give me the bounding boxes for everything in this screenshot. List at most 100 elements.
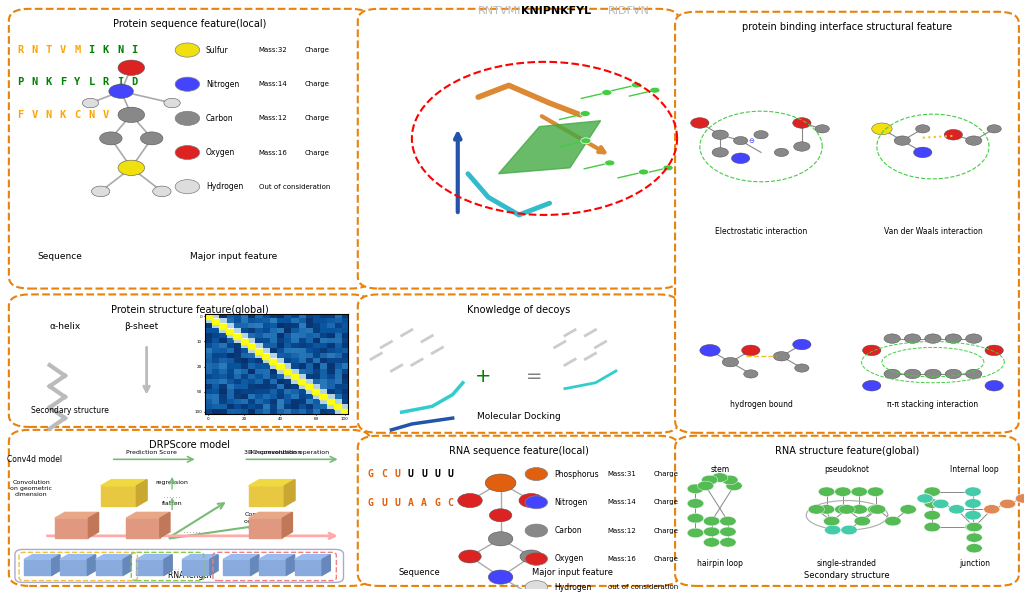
Circle shape [867, 487, 884, 497]
Text: N: N [32, 78, 38, 88]
Circle shape [726, 481, 742, 491]
Circle shape [687, 513, 703, 523]
Text: =: = [526, 368, 543, 387]
Text: Convolution
on sequence
dimension: Convolution on sequence dimension [244, 513, 284, 530]
Circle shape [924, 487, 940, 497]
Bar [276, 364, 284, 369]
Circle shape [722, 475, 738, 485]
Text: 3D representation: 3D representation [244, 450, 301, 455]
Text: π-π stacking interaction: π-π stacking interaction [888, 400, 979, 409]
Circle shape [581, 138, 591, 144]
Circle shape [966, 543, 982, 553]
Circle shape [118, 60, 144, 75]
FancyBboxPatch shape [357, 436, 679, 586]
Bar [219, 324, 226, 329]
Polygon shape [54, 518, 88, 538]
Circle shape [965, 510, 981, 520]
Text: stem: stem [711, 465, 729, 474]
Text: KNIPNKFYL: KNIPNKFYL [521, 6, 591, 16]
Text: I: I [88, 45, 94, 55]
Circle shape [862, 381, 881, 391]
Text: U: U [447, 469, 454, 479]
Text: I: I [131, 45, 137, 55]
Polygon shape [251, 555, 259, 575]
Circle shape [720, 516, 736, 526]
Text: pseudoknot: pseudoknot [824, 465, 869, 474]
Circle shape [488, 532, 513, 546]
Text: Charge: Charge [653, 499, 679, 506]
Text: RNTVMI: RNTVMI [477, 6, 521, 16]
Circle shape [894, 136, 910, 145]
Circle shape [687, 513, 703, 523]
Circle shape [731, 153, 750, 163]
Text: A: A [408, 498, 414, 509]
Polygon shape [283, 512, 293, 538]
Circle shape [965, 487, 981, 497]
Text: Molecular Docking: Molecular Docking [476, 412, 560, 421]
Text: protein binding interface structural feature: protein binding interface structural fea… [742, 22, 952, 33]
Circle shape [815, 125, 829, 133]
Text: Electrostatic interaction: Electrostatic interaction [715, 227, 807, 236]
Circle shape [91, 186, 110, 197]
Polygon shape [136, 559, 164, 575]
Circle shape [966, 334, 982, 343]
Text: Charge: Charge [305, 81, 330, 87]
Text: Oxygen: Oxygen [206, 148, 236, 157]
Polygon shape [59, 559, 87, 575]
Circle shape [175, 111, 200, 126]
Text: V: V [102, 110, 109, 120]
Circle shape [525, 468, 548, 481]
Circle shape [164, 98, 180, 108]
Text: Protein sequence feature(local): Protein sequence feature(local) [114, 20, 266, 30]
Circle shape [900, 504, 916, 514]
Circle shape [916, 494, 933, 503]
Circle shape [741, 345, 760, 356]
Circle shape [966, 136, 982, 145]
Circle shape [884, 334, 900, 343]
Bar [233, 334, 241, 339]
Text: Mass:16: Mass:16 [259, 150, 288, 156]
Text: A: A [421, 498, 427, 509]
Circle shape [722, 358, 738, 367]
Text: V: V [32, 110, 38, 120]
Circle shape [904, 369, 921, 379]
Text: regression: regression [156, 480, 188, 485]
Text: G: G [368, 469, 374, 479]
Text: +: + [475, 368, 492, 387]
Circle shape [966, 522, 982, 532]
Text: Mass:31: Mass:31 [607, 471, 637, 477]
Circle shape [754, 131, 768, 139]
Circle shape [525, 552, 548, 565]
Text: Mass:32: Mass:32 [259, 47, 288, 53]
Text: Protein structure feature(global): Protein structure feature(global) [111, 305, 269, 315]
Polygon shape [87, 555, 95, 575]
Circle shape [519, 494, 544, 507]
Circle shape [650, 87, 660, 93]
Circle shape [459, 550, 481, 563]
Circle shape [773, 352, 790, 361]
Circle shape [687, 528, 703, 538]
Circle shape [118, 160, 144, 175]
Polygon shape [88, 512, 98, 538]
Text: Internal loop: Internal loop [950, 465, 998, 474]
Text: Mass:12: Mass:12 [607, 527, 637, 533]
Text: Mass:12: Mass:12 [259, 115, 288, 121]
Polygon shape [51, 555, 60, 575]
Circle shape [488, 570, 513, 584]
Circle shape [808, 504, 824, 514]
Text: hairpin loop: hairpin loop [697, 559, 742, 568]
Circle shape [175, 77, 200, 91]
Polygon shape [259, 555, 295, 559]
Text: Out of consideration: Out of consideration [259, 184, 330, 189]
Text: Hydrogen: Hydrogen [206, 182, 243, 191]
Polygon shape [25, 555, 60, 559]
Polygon shape [295, 559, 323, 575]
Text: hydrogen bound: hydrogen bound [729, 400, 793, 409]
Circle shape [99, 132, 122, 145]
Circle shape [933, 499, 949, 509]
Text: Charge: Charge [653, 471, 679, 477]
Circle shape [851, 504, 867, 514]
Circle shape [632, 82, 642, 88]
Polygon shape [95, 559, 123, 575]
Circle shape [915, 125, 930, 133]
